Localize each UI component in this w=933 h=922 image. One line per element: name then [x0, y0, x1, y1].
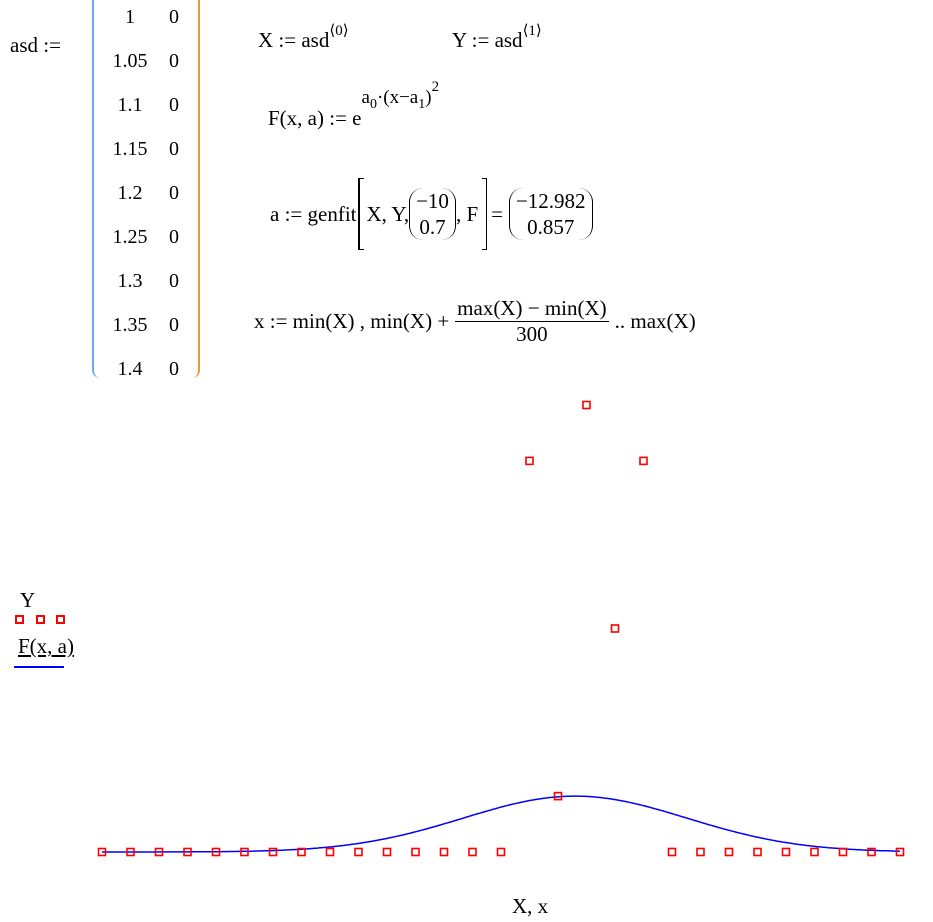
- data-point: [126, 847, 135, 857]
- data-point: [553, 791, 563, 801]
- exp-end: ): [425, 87, 432, 108]
- data-point: [639, 456, 648, 466]
- range-text: x := min(X) , min(X) +: [254, 309, 450, 333]
- data-point: [753, 847, 762, 857]
- data-point: [838, 847, 848, 857]
- result-vector: −12.982 0.857: [508, 188, 593, 240]
- matrix-cell[interactable]: 1.3: [117, 270, 143, 292]
- f-definition[interactable]: F(x, a) := ea0·(x−a1)2: [268, 79, 439, 131]
- data-point: [610, 624, 620, 633]
- genfit-args: X, Y,: [366, 201, 410, 226]
- matrix-cell[interactable]: 0: [169, 314, 179, 336]
- x-definition[interactable]: X := asd⟨0⟩: [258, 23, 349, 53]
- data-point: [810, 847, 819, 857]
- data-point: [382, 847, 392, 857]
- legend-f-line: [14, 666, 64, 668]
- data-point: [183, 847, 192, 857]
- matrix-cell[interactable]: 0: [169, 270, 179, 292]
- matrix-cell[interactable]: 1: [125, 6, 135, 28]
- exp-a: a: [361, 87, 370, 108]
- result-0: −12.982: [515, 189, 586, 213]
- guess-vector: −10 0.7: [409, 188, 456, 240]
- data-point: [667, 847, 677, 857]
- step-den: 300: [516, 322, 548, 346]
- data-point: [781, 847, 791, 857]
- matrix-cell[interactable]: 0: [169, 6, 179, 28]
- matrix-cell[interactable]: 1.1: [117, 94, 143, 116]
- data-point: [582, 400, 591, 410]
- matrix-cell[interactable]: 1.15: [112, 138, 148, 160]
- y-def-sup: ⟨1⟩: [522, 23, 542, 39]
- exp-sub1: 1: [418, 97, 426, 112]
- legend-y-label: Y: [20, 588, 36, 612]
- data-point: [696, 847, 705, 857]
- matrix-cell[interactable]: 0: [169, 138, 179, 160]
- a-def-text: a := genfit: [270, 201, 357, 226]
- range-definition[interactable]: x := min(X) , min(X) + max(X) − min(X) 30…: [254, 296, 696, 347]
- data-point: [724, 847, 734, 857]
- fit-curve: [102, 795, 901, 853]
- data-point: [240, 847, 249, 857]
- matrix-label: asd :=: [10, 33, 61, 57]
- x-def-sup: ⟨0⟩: [329, 23, 349, 39]
- genfit-func-arg: , F: [455, 201, 479, 226]
- matrix-cell[interactable]: 0: [169, 182, 179, 204]
- matrix-cell[interactable]: 1.05: [112, 50, 148, 72]
- data-point: [154, 847, 164, 857]
- range-end: .. max(X): [614, 309, 696, 333]
- data-point: [895, 847, 905, 857]
- legend-f-label: F(x, a): [18, 634, 74, 658]
- y-definition[interactable]: Y := asd⟨1⟩: [452, 23, 542, 53]
- equals: =: [491, 201, 503, 226]
- matrix-cell[interactable]: 1.35: [112, 314, 148, 336]
- f-def-text: F(x, a) := e: [268, 106, 362, 130]
- data-point: [268, 847, 278, 857]
- exp-pow: 2: [431, 79, 440, 95]
- step-num: max(X) − min(X): [455, 296, 609, 322]
- data-point: [439, 847, 449, 857]
- data-point: [867, 847, 876, 857]
- y-def-text: Y := asd: [452, 28, 523, 52]
- matrix-cell[interactable]: 1.2: [117, 182, 143, 204]
- matrix-cell[interactable]: 0: [169, 358, 179, 380]
- exp-mid: ·(x−a: [376, 87, 419, 108]
- data-point: [325, 847, 335, 857]
- data-point: [496, 847, 506, 857]
- asd-matrix[interactable]: 1 0 1.05 0 1.1 0 1.15 0 1.2 0 1.25 0 1.3 0 1.35 0 1.4 0: [92, 0, 200, 380]
- matrix-cell[interactable]: 1.4: [117, 358, 143, 380]
- data-point: [354, 847, 363, 857]
- matrix-cell[interactable]: 0: [169, 50, 179, 72]
- legend-y-markers: [15, 615, 65, 624]
- result-1: 0.857: [527, 215, 575, 239]
- data-point: [211, 847, 221, 857]
- matrix-cell[interactable]: 1.25: [112, 226, 148, 248]
- guess-1: 0.7: [419, 215, 446, 239]
- data-point: [297, 847, 306, 857]
- data-point: [468, 847, 477, 857]
- matrix-cell[interactable]: 0: [169, 94, 179, 116]
- x-axis-label: X, x: [512, 894, 549, 918]
- data-point: [525, 456, 534, 466]
- data-point: [411, 847, 420, 857]
- exp-a-sub: 0: [369, 97, 377, 112]
- x-def-text: X := asd: [258, 28, 330, 52]
- range-step: max(X) − min(X) 300: [455, 296, 609, 347]
- genfit-definition[interactable]: a := genfit X, Y, −10 0.7 , F = −12.982 0.…: [270, 178, 593, 250]
- guess-0: −10: [416, 189, 449, 213]
- data-point: [97, 847, 107, 857]
- matrix-cell[interactable]: 0: [169, 226, 179, 248]
